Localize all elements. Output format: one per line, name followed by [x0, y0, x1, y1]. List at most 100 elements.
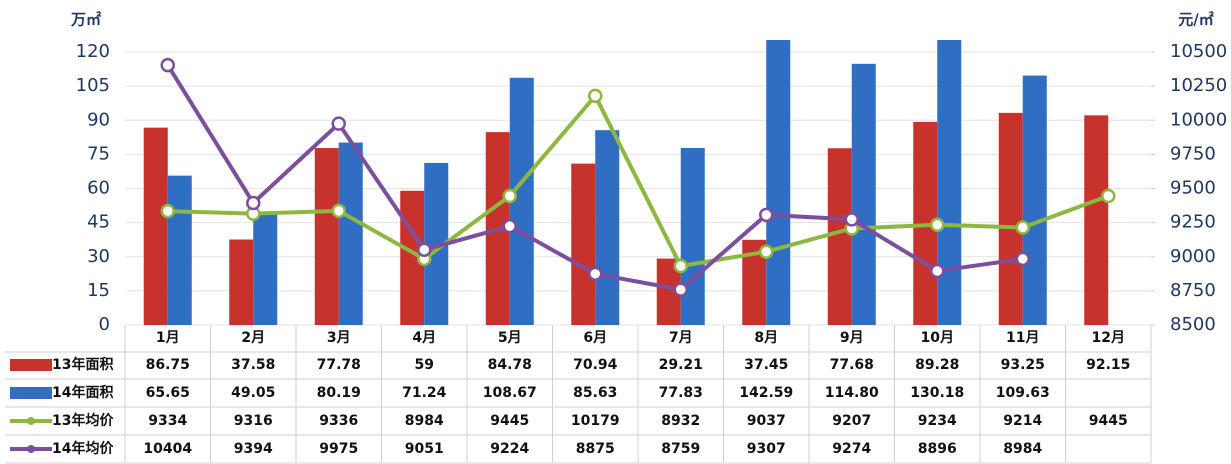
- table-cell: 85.63: [573, 385, 617, 401]
- y2-tick-label: 9750: [1170, 143, 1216, 164]
- x-tick-label: 8月: [754, 330, 778, 346]
- table-cell: 114.80: [825, 385, 879, 401]
- y-tick-label: 105: [76, 75, 110, 96]
- table-cell: 9224: [490, 441, 529, 457]
- table-cell: 59: [415, 357, 434, 373]
- x-tick-label: 7月: [669, 330, 693, 346]
- table-cell: 8984: [405, 413, 444, 429]
- table-cell: 109.63: [996, 385, 1050, 401]
- x-tick-label: 6月: [583, 330, 607, 346]
- y-tick-label: 75: [87, 143, 110, 164]
- bar: [827, 148, 852, 325]
- y-tick-label: 45: [87, 212, 110, 233]
- table-cell: 9445: [490, 413, 529, 429]
- table-cell: 9207: [832, 413, 871, 429]
- table-cell: 93.25: [1001, 357, 1045, 373]
- table-cell: 37.45: [744, 357, 788, 373]
- y-tick-label: 90: [87, 109, 110, 130]
- line-point: [759, 244, 774, 259]
- table-cell: 8932: [661, 413, 700, 429]
- table-cell: 9394: [234, 441, 273, 457]
- y2-tick-label: 8750: [1170, 280, 1216, 301]
- legend-swatch: [27, 445, 35, 453]
- bar: [680, 147, 705, 325]
- line-point: [588, 266, 603, 282]
- line: [167, 92, 1109, 269]
- table-cell: 9316: [234, 413, 273, 429]
- line-point: [160, 203, 175, 219]
- legend-label: 13年均价: [52, 412, 114, 429]
- bar: [595, 130, 620, 325]
- x-tick-label: 12月: [1092, 330, 1125, 346]
- table-cell: 9334: [148, 413, 187, 429]
- table-cell: 9274: [832, 441, 871, 457]
- bar: [766, 40, 791, 325]
- table-cell: 89.28: [915, 357, 959, 373]
- bars: [143, 40, 1109, 325]
- y2-tick-label: 9000: [1170, 246, 1216, 267]
- bar: [143, 127, 168, 325]
- table-cell: 80.19: [317, 385, 361, 401]
- legend-label: 14年面积: [52, 384, 113, 401]
- line-point: [246, 195, 261, 211]
- table-cell: 86.75: [146, 357, 190, 373]
- bar: [1084, 115, 1109, 325]
- bar: [253, 213, 278, 325]
- line-point: [930, 217, 945, 233]
- legend-label: 13年面积: [52, 356, 113, 373]
- table-cell: 92.15: [1086, 357, 1130, 373]
- table-cell: 9975: [319, 441, 358, 457]
- y2-tick-label: 9500: [1170, 178, 1216, 199]
- line-point: [1101, 188, 1116, 204]
- table-cell: 29.21: [659, 357, 703, 373]
- table-cell: 70.94: [573, 357, 618, 373]
- bar: [314, 148, 339, 325]
- y2-tick-label: 8500: [1170, 314, 1216, 335]
- x-tick-label: 2月: [241, 330, 265, 346]
- bar: [167, 175, 192, 325]
- table-cell: 142.59: [739, 385, 793, 401]
- x-tick-label: 10月: [921, 330, 954, 346]
- y-tick-label: 15: [87, 280, 110, 301]
- legend-swatch: [27, 417, 35, 425]
- table-cell: 9037: [747, 413, 786, 429]
- x-tick-label: 11月: [1006, 330, 1039, 346]
- bar: [937, 40, 962, 325]
- data-table: 1月 2月 3月 4月 5月 6月 7月 8月 9月 10月 11月 12月 13年面积 86.75 37.…: [5, 324, 1152, 464]
- y2-tick-label: 9250: [1170, 212, 1216, 233]
- bar: [229, 239, 254, 325]
- y-axis-label: 万㎡: [70, 11, 101, 29]
- line-point: [673, 258, 688, 274]
- line-point: [502, 218, 517, 234]
- table-cell: 8759: [661, 441, 700, 457]
- table-cell: 9051: [405, 441, 444, 457]
- table-cell: 9336: [319, 413, 358, 429]
- table-cell: 130.18: [910, 385, 964, 401]
- y2-tick-label: 10500: [1170, 41, 1227, 62]
- table-cell: 49.05: [231, 385, 275, 401]
- x-tick-label: 3月: [327, 330, 351, 346]
- line-point: [759, 207, 774, 223]
- bar: [851, 63, 876, 325]
- table-cell: 8875: [576, 441, 615, 457]
- x-tick-label: 9月: [840, 330, 864, 346]
- legend-swatch: [10, 359, 52, 371]
- y2-tick-label: 10000: [1170, 109, 1227, 130]
- line-point: [930, 263, 945, 279]
- legend-swatch: [10, 387, 52, 399]
- line-point: [331, 116, 346, 131]
- table-cell: 77.78: [317, 357, 361, 373]
- table-cell: 65.65: [146, 385, 190, 401]
- table-cell: 8984: [1003, 441, 1042, 457]
- table-cell: 108.67: [483, 385, 537, 401]
- x-tick-label: 4月: [412, 330, 436, 346]
- x-tick-label: 1月: [156, 330, 180, 346]
- line-point: [1015, 220, 1030, 235]
- line-point: [417, 242, 432, 258]
- table-cell: 71.24: [402, 385, 447, 401]
- table-cell: 9445: [1089, 413, 1128, 429]
- table-cell: 9234: [918, 413, 957, 429]
- bar: [1022, 75, 1047, 325]
- y2-axis-label: 元/㎡: [1178, 11, 1213, 29]
